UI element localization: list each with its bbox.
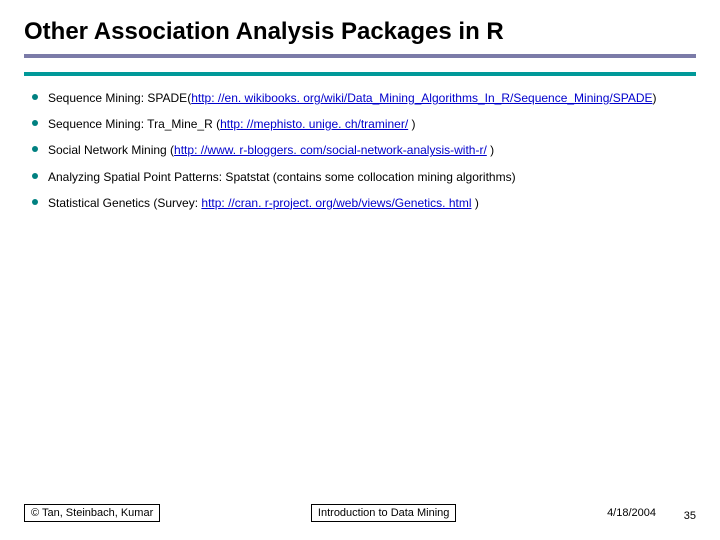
footer-left-text: © Tan, Steinbach, Kumar	[24, 504, 160, 522]
bullet-list: Sequence Mining: SPADE(http: //en. wikib…	[24, 90, 696, 211]
slide-title: Other Association Analysis Packages in R	[24, 18, 696, 46]
footer-date: 4/18/2004	[607, 507, 696, 519]
item-text: Sequence Mining: SPADE(	[48, 91, 191, 105]
title-rule-bottom	[24, 72, 696, 76]
item-link[interactable]: http: //en. wikibooks. org/wiki/Data_Min…	[191, 91, 652, 105]
item-text: Statistical Genetics (Survey:	[48, 196, 201, 210]
footer-page-number: 35	[684, 510, 696, 522]
item-text-post: )	[487, 143, 494, 157]
slide-footer: © Tan, Steinbach, Kumar Introduction to …	[24, 502, 696, 524]
item-text-post: )	[653, 91, 657, 105]
footer-title: Introduction to Data Mining	[160, 504, 607, 522]
list-item: Analyzing Spatial Point Patterns: Spatst…	[28, 169, 696, 185]
item-text: Social Network Mining (	[48, 143, 174, 157]
item-link[interactable]: http: //cran. r-project. org/web/views/G…	[201, 196, 471, 210]
item-text-post: )	[408, 117, 415, 131]
title-rule-top	[24, 54, 696, 58]
item-text: Sequence Mining: Tra_Mine_R (	[48, 117, 220, 131]
list-item: Social Network Mining (http: //www. r-bl…	[28, 142, 696, 158]
list-item: Statistical Genetics (Survey: http: //cr…	[28, 195, 696, 211]
item-text: Analyzing Spatial Point Patterns: Spatst…	[48, 170, 516, 184]
list-item: Sequence Mining: Tra_Mine_R (http: //mep…	[28, 116, 696, 132]
item-link[interactable]: http: //mephisto. unige. ch/traminer/	[220, 117, 408, 131]
item-text-post: )	[472, 196, 479, 210]
slide: Other Association Analysis Packages in R…	[0, 0, 720, 540]
list-item: Sequence Mining: SPADE(http: //en. wikib…	[28, 90, 696, 106]
item-link[interactable]: http: //www. r-bloggers. com/social-netw…	[174, 143, 487, 157]
footer-center-text: Introduction to Data Mining	[311, 504, 456, 522]
footer-copyright: © Tan, Steinbach, Kumar	[24, 504, 160, 522]
